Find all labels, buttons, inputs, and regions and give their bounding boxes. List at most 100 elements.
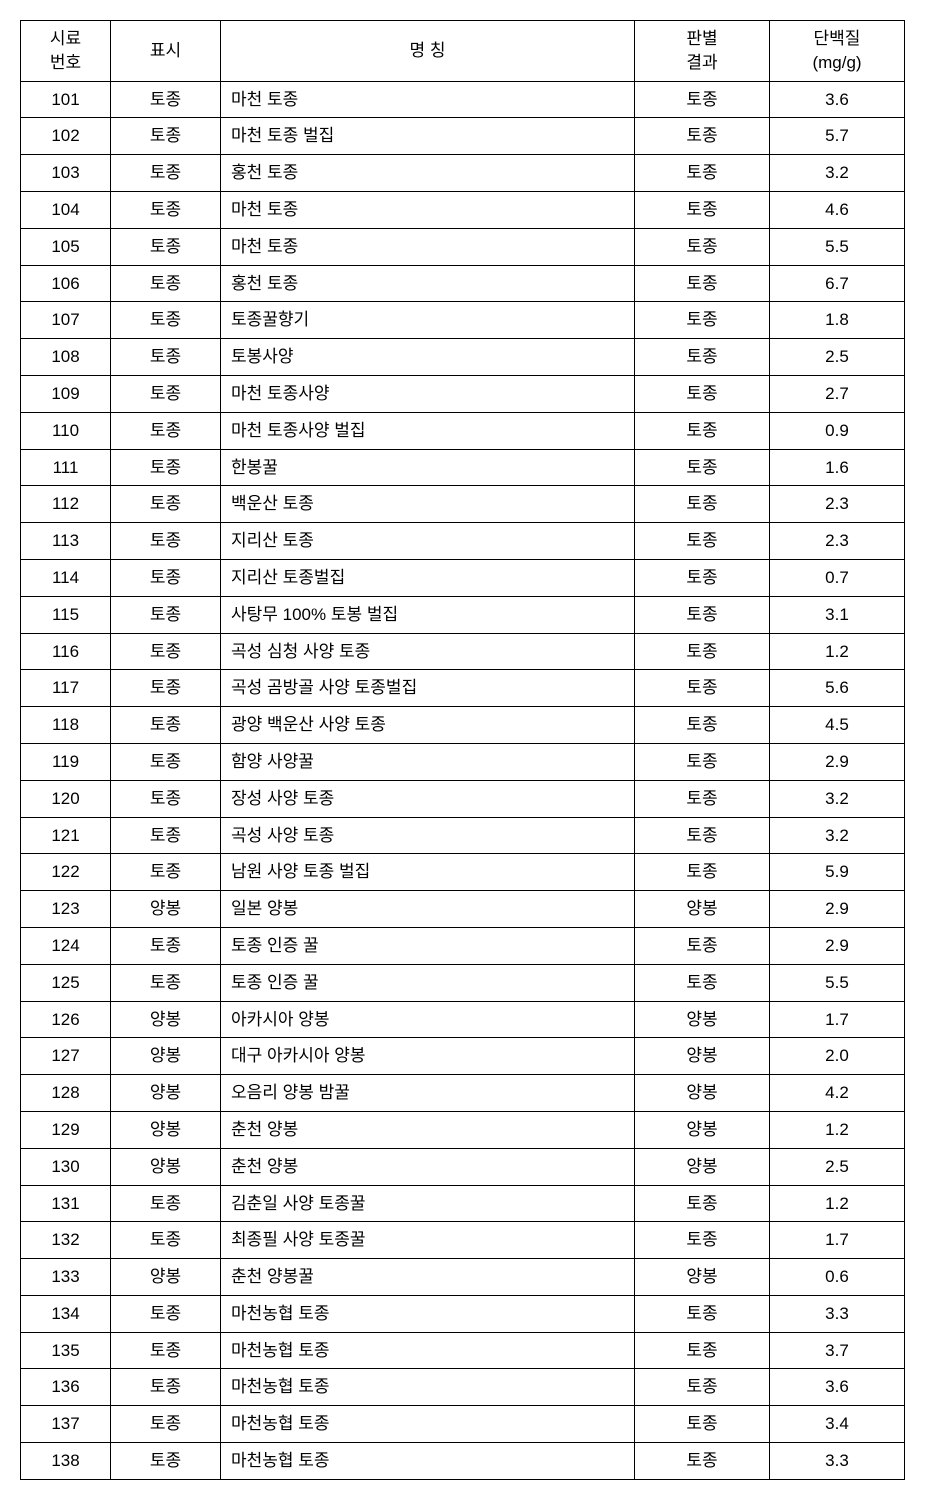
cell-mark: 토종: [111, 118, 221, 155]
cell-result: 토종: [635, 1406, 770, 1443]
table-row: 116토종곡성 심청 사양 토종토종1.2: [21, 633, 905, 670]
cell-name: 지리산 토종: [221, 523, 635, 560]
header-label: 판별: [686, 29, 717, 48]
cell-name: 곡성 심청 사양 토종: [221, 633, 635, 670]
cell-name: 마천 토종 벌집: [221, 118, 635, 155]
cell-mark: 토종: [111, 1222, 221, 1259]
cell-sample-number: 111: [21, 449, 111, 486]
cell-sample-number: 103: [21, 155, 111, 192]
cell-sample-number: 114: [21, 559, 111, 596]
cell-mark: 토종: [111, 1332, 221, 1369]
cell-result: 토종: [635, 780, 770, 817]
table-row: 137토종마천농협 토종토종3.4: [21, 1406, 905, 1443]
cell-name: 춘천 양봉: [221, 1111, 635, 1148]
cell-protein: 3.3: [770, 1443, 905, 1480]
cell-name: 대구 아카시아 양봉: [221, 1038, 635, 1075]
cell-protein: 0.6: [770, 1259, 905, 1296]
cell-name: 김춘일 사양 토종꿀: [221, 1185, 635, 1222]
header-label: 번호: [50, 53, 81, 72]
cell-sample-number: 135: [21, 1332, 111, 1369]
cell-result: 양봉: [635, 1148, 770, 1185]
cell-protein: 2.3: [770, 486, 905, 523]
cell-name: 마천농협 토종: [221, 1369, 635, 1406]
cell-result: 토종: [635, 707, 770, 744]
cell-mark: 토종: [111, 486, 221, 523]
header-mark: 표시: [111, 21, 221, 82]
table-row: 108토종토봉사양토종2.5: [21, 339, 905, 376]
cell-mark: 토종: [111, 559, 221, 596]
cell-sample-number: 121: [21, 817, 111, 854]
cell-sample-number: 129: [21, 1111, 111, 1148]
cell-name: 토종꿀향기: [221, 302, 635, 339]
cell-mark: 토종: [111, 1406, 221, 1443]
cell-result: 토종: [635, 486, 770, 523]
table-row: 105토종마천 토종토종5.5: [21, 228, 905, 265]
cell-protein: 1.2: [770, 633, 905, 670]
cell-name: 홍천 토종: [221, 155, 635, 192]
cell-name: 장성 사양 토종: [221, 780, 635, 817]
cell-protein: 2.3: [770, 523, 905, 560]
cell-protein: 3.4: [770, 1406, 905, 1443]
cell-sample-number: 124: [21, 927, 111, 964]
table-row: 115토종사탕무 100% 토봉 벌집토종3.1: [21, 596, 905, 633]
cell-sample-number: 119: [21, 743, 111, 780]
cell-protein: 4.2: [770, 1075, 905, 1112]
table-row: 117토종곡성 곰방골 사양 토종벌집토종5.6: [21, 670, 905, 707]
cell-mark: 토종: [111, 596, 221, 633]
table-row: 133양봉춘천 양봉꿀양봉0.6: [21, 1259, 905, 1296]
table-row: 132토종최종필 사양 토종꿀토종1.7: [21, 1222, 905, 1259]
cell-sample-number: 122: [21, 854, 111, 891]
cell-mark: 양봉: [111, 1075, 221, 1112]
cell-sample-number: 107: [21, 302, 111, 339]
cell-result: 토종: [635, 1369, 770, 1406]
cell-name: 토종 인증 꿀: [221, 927, 635, 964]
table-row: 111토종한봉꿀토종1.6: [21, 449, 905, 486]
cell-sample-number: 120: [21, 780, 111, 817]
cell-result: 토종: [635, 817, 770, 854]
cell-protein: 3.1: [770, 596, 905, 633]
cell-protein: 3.3: [770, 1295, 905, 1332]
cell-protein: 4.5: [770, 707, 905, 744]
table-row: 102토종마천 토종 벌집토종5.7: [21, 118, 905, 155]
table-row: 120토종장성 사양 토종토종3.2: [21, 780, 905, 817]
cell-name: 곡성 사양 토종: [221, 817, 635, 854]
cell-sample-number: 118: [21, 707, 111, 744]
cell-mark: 토종: [111, 1443, 221, 1480]
cell-mark: 토종: [111, 265, 221, 302]
cell-mark: 토종: [111, 81, 221, 118]
table-row: 112토종백운산 토종토종2.3: [21, 486, 905, 523]
table-row: 118토종광양 백운산 사양 토종토종4.5: [21, 707, 905, 744]
cell-name: 마천농협 토종: [221, 1443, 635, 1480]
table-row: 135토종마천농협 토종토종3.7: [21, 1332, 905, 1369]
cell-result: 토종: [635, 854, 770, 891]
cell-name: 함양 사양꿀: [221, 743, 635, 780]
cell-sample-number: 105: [21, 228, 111, 265]
cell-name: 마천 토종: [221, 81, 635, 118]
cell-sample-number: 125: [21, 964, 111, 1001]
header-label: 표시: [150, 41, 181, 60]
cell-result: 양봉: [635, 1075, 770, 1112]
cell-mark: 토종: [111, 633, 221, 670]
cell-sample-number: 133: [21, 1259, 111, 1296]
cell-name: 마천농협 토종: [221, 1295, 635, 1332]
cell-protein: 2.9: [770, 891, 905, 928]
cell-protein: 1.7: [770, 1001, 905, 1038]
cell-mark: 양봉: [111, 1038, 221, 1075]
cell-protein: 3.2: [770, 780, 905, 817]
cell-result: 토종: [635, 1443, 770, 1480]
header-name: 명 칭: [221, 21, 635, 82]
table-row: 124토종토종 인증 꿀토종2.9: [21, 927, 905, 964]
header-label: 단백질: [814, 29, 861, 48]
cell-protein: 1.2: [770, 1111, 905, 1148]
cell-result: 토종: [635, 1332, 770, 1369]
header-sample-number: 시료 번호: [21, 21, 111, 82]
cell-sample-number: 136: [21, 1369, 111, 1406]
cell-name: 마천 토종: [221, 228, 635, 265]
cell-protein: 5.7: [770, 118, 905, 155]
cell-result: 토종: [635, 743, 770, 780]
cell-result: 양봉: [635, 1001, 770, 1038]
cell-protein: 1.8: [770, 302, 905, 339]
cell-sample-number: 127: [21, 1038, 111, 1075]
cell-mark: 토종: [111, 412, 221, 449]
cell-sample-number: 108: [21, 339, 111, 376]
